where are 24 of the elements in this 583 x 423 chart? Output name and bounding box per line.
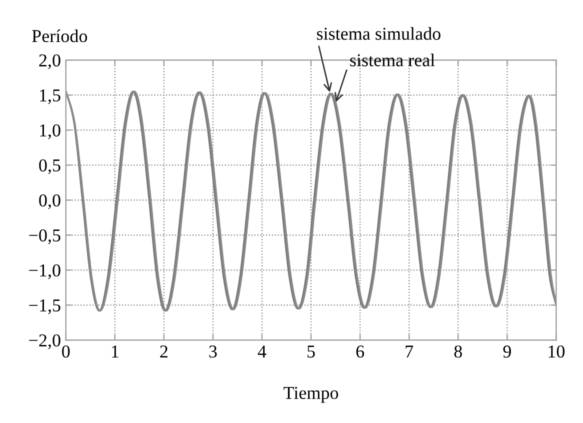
y-tick-label: 0,5 (39, 159, 60, 174)
x-tick-label: 0 (62, 345, 70, 358)
y-tick-label: −0,5 (29, 229, 60, 244)
x-tick-label: 8 (454, 345, 462, 358)
y-tick-label: −2,0 (29, 334, 60, 350)
y-axis-title: Período (32, 29, 88, 42)
x-tick-label: 10 (548, 345, 565, 358)
y-tick-label: −1,5 (29, 299, 60, 314)
x-tick-label: 6 (356, 346, 364, 358)
y-tick-label: −1,0 (29, 264, 60, 280)
x-tick-label: 1 (112, 346, 118, 358)
x-tick-label: 7 (406, 346, 414, 358)
x-tick-label: 5 (308, 346, 315, 358)
x-axis-title: Tiempo (284, 386, 338, 403)
x-tick-label: 4 (258, 346, 266, 358)
x-tick-label: 9 (503, 346, 511, 358)
x-tick-label: 2 (160, 346, 168, 358)
x-tick-label: 3 (209, 346, 217, 358)
annotation: sistema simulado (317, 27, 440, 40)
y-tick-label: 0,0 (39, 194, 60, 210)
y-tick-label: 2,0 (39, 54, 60, 70)
y-tick-label: 1,0 (40, 124, 60, 140)
y-tick-label: 1,5 (40, 89, 60, 104)
annotation: sistema real (350, 54, 435, 66)
